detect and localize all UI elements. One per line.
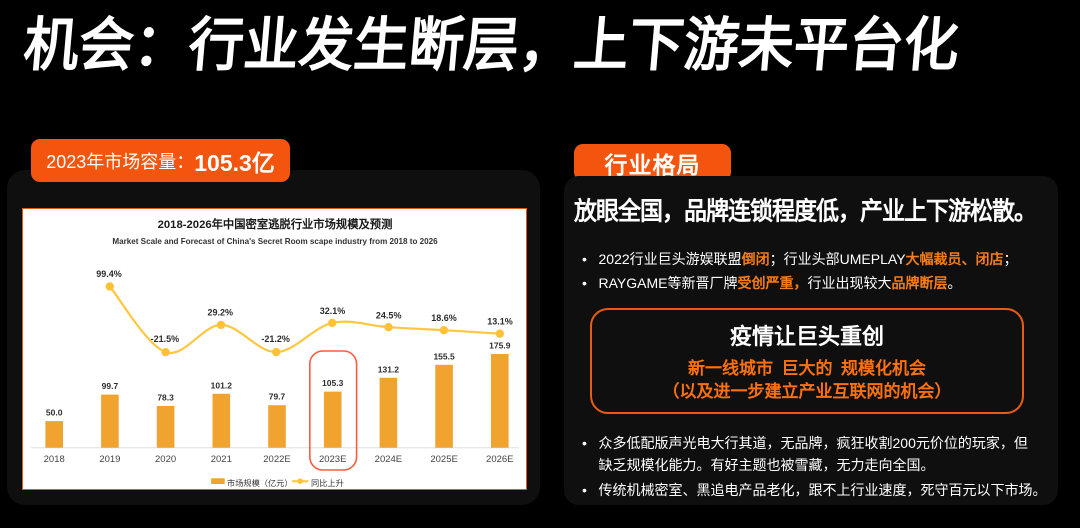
svg-text:105.3: 105.3 xyxy=(322,378,344,388)
svg-text:2022E: 2022E xyxy=(263,454,290,465)
svg-text:-21.2%: -21.2% xyxy=(261,334,290,344)
svg-text:同比上升: 同比上升 xyxy=(311,478,344,488)
svg-text:79.7: 79.7 xyxy=(269,392,286,402)
svg-text:2019: 2019 xyxy=(99,454,120,465)
svg-text:99.7: 99.7 xyxy=(102,381,119,391)
svg-text:101.2: 101.2 xyxy=(211,380,233,390)
svg-text:175.9: 175.9 xyxy=(489,341,511,351)
svg-text:18.6%: 18.6% xyxy=(431,313,457,323)
svg-text:Market Scale and Forecast of C: Market Scale and Forecast of China's Sec… xyxy=(112,237,438,246)
svg-text:78.3: 78.3 xyxy=(157,393,174,403)
svg-text:32.1%: 32.1% xyxy=(320,306,346,316)
svg-text:24.5%: 24.5% xyxy=(376,311,402,321)
svg-text:2023E: 2023E xyxy=(319,454,346,465)
svg-text:市场规模（亿元）: 市场规模（亿元） xyxy=(227,478,293,488)
svg-text:2020: 2020 xyxy=(155,454,176,465)
svg-text:2024E: 2024E xyxy=(375,454,402,465)
svg-text:2018-2026年中国密室逃脱行业市场规模及预测: 2018-2026年中国密室逃脱行业市场规模及预测 xyxy=(158,217,393,231)
svg-text:29.2%: 29.2% xyxy=(208,308,234,318)
svg-text:2026E: 2026E xyxy=(486,454,513,465)
svg-text:131.2: 131.2 xyxy=(378,364,400,374)
svg-text:99.4%: 99.4% xyxy=(96,269,122,279)
svg-text:2021: 2021 xyxy=(211,454,232,465)
svg-text:13.1%: 13.1% xyxy=(487,317,513,327)
svg-text:-21.5%: -21.5% xyxy=(151,334,180,344)
svg-text:2018: 2018 xyxy=(44,454,65,465)
svg-text:2025E: 2025E xyxy=(430,454,457,465)
svg-text:50.0: 50.0 xyxy=(46,408,63,418)
svg-text:155.5: 155.5 xyxy=(433,351,455,361)
